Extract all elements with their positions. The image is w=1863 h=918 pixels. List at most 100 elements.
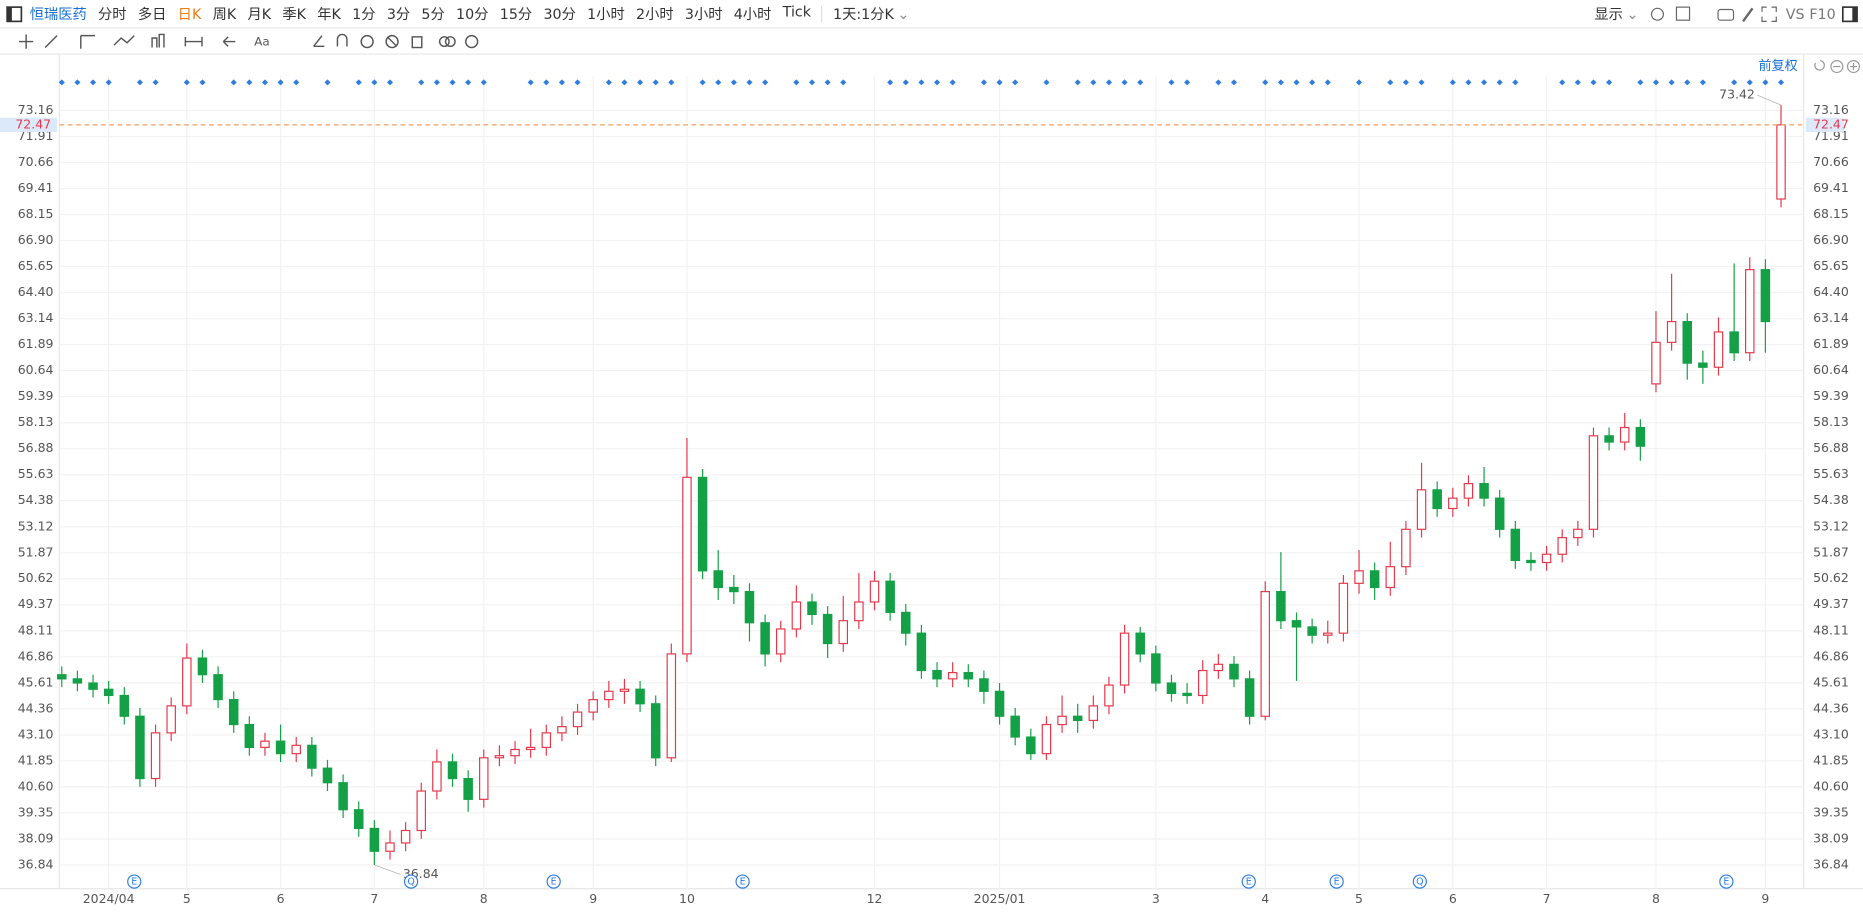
period-tab[interactable]: 15分	[499, 5, 533, 23]
candle-body	[244, 723, 255, 748]
candle-body	[1166, 682, 1177, 694]
adjust-select[interactable]: 前复权	[1758, 58, 1797, 74]
y-tick-label-right: 38.09	[1813, 831, 1849, 846]
period-tab[interactable]: 日K	[177, 5, 202, 23]
event-label: E	[1334, 877, 1340, 888]
candle-body	[1369, 570, 1380, 589]
panel-icon[interactable]	[1841, 5, 1859, 22]
event-label: E	[1246, 877, 1252, 888]
y-tick-label: 46.86	[18, 648, 54, 663]
event-dot	[293, 79, 300, 86]
period-tab[interactable]: 多日	[137, 5, 167, 23]
event-dot	[637, 79, 644, 86]
candle-body	[916, 632, 927, 672]
event-dot	[1481, 79, 1488, 86]
period-tab[interactable]: 3分	[386, 5, 411, 23]
event-dot	[1559, 79, 1566, 86]
candle-body	[572, 711, 583, 728]
stock-name[interactable]: 恒瑞医药	[29, 5, 87, 23]
sidebar-icon[interactable]	[6, 5, 23, 22]
period-tab[interactable]: 1小时	[587, 5, 625, 23]
candle-body	[1182, 692, 1192, 697]
period-tab[interactable]: 年K	[317, 5, 341, 23]
event-label: E	[1723, 877, 1729, 888]
period-tab[interactable]: 月K	[247, 5, 272, 23]
y-tick-label: 63.14	[18, 310, 54, 325]
y-tick-label: 49.37	[18, 596, 54, 611]
candle-body	[1291, 620, 1302, 628]
candle-body	[57, 674, 67, 680]
range-select[interactable]: 1天:1分K	[832, 5, 894, 23]
event-dot	[949, 79, 956, 86]
candle-body	[353, 809, 364, 830]
y-tick-label: 73.16	[18, 102, 54, 117]
event-dot	[1012, 79, 1019, 86]
y-tick-label: 64.40	[18, 284, 54, 299]
candle-body	[385, 842, 395, 852]
fullscreen-icon[interactable]	[1760, 4, 1779, 23]
period-tab[interactable]: 分时	[98, 5, 127, 23]
y-tick-label-right: 58.13	[1813, 414, 1849, 429]
event-marker	[735, 874, 750, 889]
candle-body	[479, 757, 489, 800]
event-dot	[74, 79, 81, 86]
y-tick-label: 68.15	[18, 206, 54, 221]
period-tab[interactable]: 3小时	[684, 5, 723, 23]
x-tick-label: 6	[277, 891, 285, 906]
period-tab[interactable]: 2小时	[636, 5, 674, 23]
candle-body	[1463, 482, 1474, 499]
candle-body	[994, 690, 1005, 717]
candle-body	[1338, 582, 1349, 634]
candle-body	[1729, 331, 1739, 354]
event-dot	[1512, 79, 1519, 86]
event-dot	[730, 79, 737, 86]
tool-icons[interactable]	[1648, 4, 1755, 23]
f10-button[interactable]: F10	[1809, 5, 1836, 22]
candle-body	[1557, 537, 1567, 555]
candle-body	[775, 628, 786, 655]
x-tick-label: 3	[1152, 891, 1160, 906]
event-dot	[1215, 79, 1222, 86]
candle-body	[494, 755, 505, 759]
x-tick-label: 9	[589, 891, 597, 906]
candle-body	[260, 740, 270, 748]
candle-body	[979, 678, 989, 692]
drawing-tools[interactable]: Aa	[0, 29, 499, 55]
candle-body	[729, 586, 739, 593]
event-dot	[465, 79, 472, 86]
period-tab[interactable]: 4小时	[733, 5, 772, 23]
x-tick-label: 10	[679, 891, 695, 906]
period-tab[interactable]: Tick	[782, 3, 812, 21]
min-pointer	[374, 864, 401, 875]
candle-body	[1197, 669, 1208, 697]
y-tick-label: 58.13	[18, 414, 54, 429]
candle-body	[103, 688, 114, 697]
y-tick-label-right: 49.37	[1813, 596, 1849, 611]
event-dot	[574, 79, 581, 86]
event-marker	[546, 874, 561, 889]
vs-button[interactable]: VS	[1785, 5, 1805, 22]
candle-body	[369, 827, 380, 852]
x-tick-label: 9	[1761, 891, 1769, 906]
candle-body	[166, 705, 176, 734]
event-dot	[1324, 79, 1331, 86]
y-tick-label-right: 39.35	[1813, 804, 1849, 819]
period-tab[interactable]: 10分	[456, 5, 489, 23]
y-tick-label: 70.66	[18, 154, 54, 169]
candle-body	[135, 715, 145, 780]
event-dot	[261, 79, 268, 86]
candle-body	[635, 688, 645, 705]
period-tab[interactable]: 季K	[282, 5, 307, 23]
candle-body	[1010, 715, 1020, 738]
y-tick-label: 50.62	[18, 570, 54, 585]
candle-body	[854, 601, 864, 622]
candle-body	[1432, 489, 1442, 510]
y-tick-label-right: 61.89	[1813, 336, 1849, 351]
period-tab[interactable]: 30分	[543, 5, 576, 23]
period-tab[interactable]: 1分	[352, 5, 376, 23]
period-tab[interactable]: 周K	[212, 5, 237, 23]
display-menu[interactable]: 显示	[1594, 5, 1623, 23]
y-tick-label-right: 48.11	[1813, 622, 1849, 637]
period-tab[interactable]: 5分	[421, 5, 445, 23]
